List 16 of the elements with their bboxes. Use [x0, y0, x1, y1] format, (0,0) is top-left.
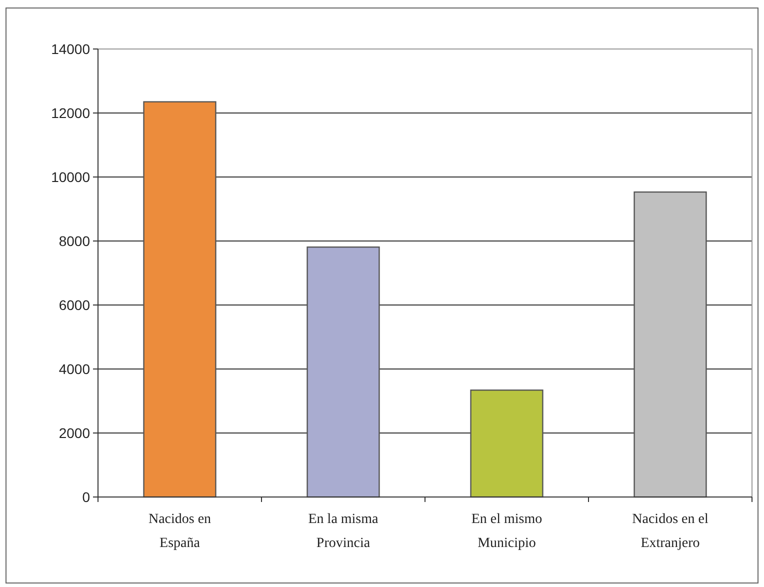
x-tick-label: En la misma Provincia: [308, 512, 380, 551]
bar: [143, 101, 216, 498]
x-tick-label: Nacidos en España: [148, 512, 212, 551]
bar: [634, 191, 707, 498]
y-tick-label: 12000: [51, 104, 90, 121]
y-tick-label: 8000: [58, 232, 90, 249]
x-tick-label: Nacidos en el Extranjero: [632, 512, 708, 551]
y-tick-label: 10000: [51, 168, 90, 185]
bar: [470, 390, 544, 498]
y-tick-label: 6000: [58, 296, 90, 313]
y-tick-label: 0: [82, 488, 90, 505]
x-tick-label: En el mismo Municipio: [471, 512, 542, 551]
y-tick-label: 14000: [51, 40, 90, 57]
y-tick-label: 4000: [58, 360, 90, 377]
bar: [306, 246, 380, 498]
y-tick-label: 2000: [58, 424, 90, 441]
